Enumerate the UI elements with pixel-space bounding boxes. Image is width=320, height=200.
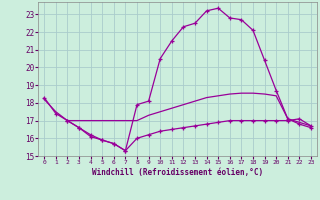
X-axis label: Windchill (Refroidissement éolien,°C): Windchill (Refroidissement éolien,°C) (92, 168, 263, 177)
